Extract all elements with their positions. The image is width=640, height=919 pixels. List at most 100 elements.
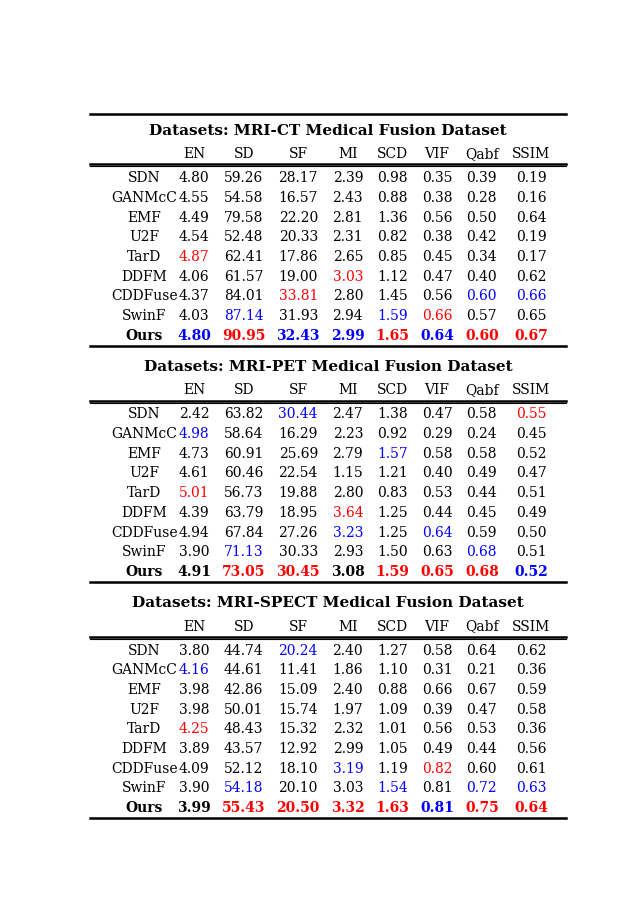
- Text: 4.91: 4.91: [177, 564, 211, 578]
- Text: 0.82: 0.82: [377, 230, 408, 244]
- Text: VIF: VIF: [424, 618, 450, 633]
- Text: 15.32: 15.32: [278, 721, 318, 735]
- Text: 0.56: 0.56: [422, 721, 452, 735]
- Text: 1.12: 1.12: [377, 269, 408, 283]
- Text: 0.65: 0.65: [420, 564, 454, 578]
- Text: 27.26: 27.26: [278, 525, 318, 539]
- Text: 0.88: 0.88: [377, 191, 408, 205]
- Text: 0.19: 0.19: [516, 230, 547, 244]
- Text: 0.58: 0.58: [422, 643, 452, 657]
- Text: SCD: SCD: [377, 147, 408, 161]
- Text: 1.27: 1.27: [377, 643, 408, 657]
- Text: Ours: Ours: [126, 800, 163, 814]
- Text: 2.99: 2.99: [333, 742, 363, 755]
- Text: 4.16: 4.16: [179, 663, 209, 676]
- Text: Datasets: MRI-SPECT Medical Fusion Dataset: Datasets: MRI-SPECT Medical Fusion Datas…: [132, 596, 524, 609]
- Text: DDFM: DDFM: [122, 505, 167, 519]
- Text: 0.59: 0.59: [467, 525, 497, 539]
- Text: CDDFuse: CDDFuse: [111, 289, 178, 303]
- Text: SSIM: SSIM: [512, 383, 550, 397]
- Text: 0.60: 0.60: [467, 289, 497, 303]
- Text: 0.67: 0.67: [515, 328, 548, 343]
- Text: 0.16: 0.16: [516, 191, 547, 205]
- Text: 67.84: 67.84: [224, 525, 264, 539]
- Text: 0.47: 0.47: [422, 407, 452, 421]
- Text: 0.88: 0.88: [377, 682, 408, 697]
- Text: 0.66: 0.66: [422, 309, 452, 323]
- Text: 30.44: 30.44: [278, 407, 318, 421]
- Text: 0.64: 0.64: [420, 328, 454, 343]
- Text: SDN: SDN: [128, 171, 161, 185]
- Text: 0.58: 0.58: [516, 702, 547, 716]
- Text: DDFM: DDFM: [122, 742, 167, 755]
- Text: VIF: VIF: [424, 147, 450, 161]
- Text: 1.10: 1.10: [377, 663, 408, 676]
- Text: 0.58: 0.58: [467, 407, 497, 421]
- Text: 0.82: 0.82: [422, 761, 452, 775]
- Text: 22.54: 22.54: [278, 466, 318, 480]
- Text: 4.03: 4.03: [179, 309, 209, 323]
- Text: 0.64: 0.64: [515, 800, 548, 814]
- Text: 20.10: 20.10: [278, 780, 318, 794]
- Text: 16.29: 16.29: [278, 426, 318, 440]
- Text: Ours: Ours: [126, 564, 163, 578]
- Text: 90.95: 90.95: [222, 328, 266, 343]
- Text: CDDFuse: CDDFuse: [111, 525, 178, 539]
- Text: 2.32: 2.32: [333, 721, 363, 735]
- Text: SDN: SDN: [128, 407, 161, 421]
- Text: 60.46: 60.46: [224, 466, 264, 480]
- Text: 0.61: 0.61: [516, 761, 547, 775]
- Text: 1.01: 1.01: [377, 721, 408, 735]
- Text: 52.12: 52.12: [224, 761, 264, 775]
- Text: SD: SD: [234, 383, 254, 397]
- Text: 1.54: 1.54: [377, 780, 408, 794]
- Text: 19.00: 19.00: [278, 269, 318, 283]
- Text: 0.31: 0.31: [422, 663, 452, 676]
- Text: 0.36: 0.36: [516, 721, 547, 735]
- Text: 0.38: 0.38: [422, 191, 452, 205]
- Text: 0.45: 0.45: [516, 426, 547, 440]
- Text: 3.90: 3.90: [179, 780, 209, 794]
- Text: Ours: Ours: [126, 328, 163, 343]
- Text: SwinF: SwinF: [122, 309, 167, 323]
- Text: 0.63: 0.63: [516, 780, 547, 794]
- Text: 62.41: 62.41: [224, 250, 264, 264]
- Text: 2.93: 2.93: [333, 545, 363, 559]
- Text: 1.15: 1.15: [332, 466, 364, 480]
- Text: 2.40: 2.40: [333, 643, 363, 657]
- Text: 3.32: 3.32: [331, 800, 365, 814]
- Text: EN: EN: [183, 618, 205, 633]
- Text: 1.50: 1.50: [377, 545, 408, 559]
- Text: 4.87: 4.87: [179, 250, 209, 264]
- Text: 56.73: 56.73: [224, 485, 264, 500]
- Text: 18.10: 18.10: [278, 761, 318, 775]
- Text: TarD: TarD: [127, 485, 162, 500]
- Text: 4.49: 4.49: [179, 210, 209, 224]
- Text: 1.97: 1.97: [332, 702, 364, 716]
- Text: SD: SD: [234, 618, 254, 633]
- Text: 71.13: 71.13: [224, 545, 264, 559]
- Text: 0.59: 0.59: [516, 682, 547, 697]
- Text: 22.20: 22.20: [278, 210, 318, 224]
- Text: MI: MI: [338, 383, 358, 397]
- Text: 5.01: 5.01: [179, 485, 209, 500]
- Text: 59.26: 59.26: [224, 171, 263, 185]
- Text: 3.98: 3.98: [179, 702, 209, 716]
- Text: 0.47: 0.47: [516, 466, 547, 480]
- Text: 0.68: 0.68: [467, 545, 497, 559]
- Text: 3.03: 3.03: [333, 780, 363, 794]
- Text: 4.94: 4.94: [179, 525, 209, 539]
- Text: TarD: TarD: [127, 721, 162, 735]
- Text: Datasets: MRI-CT Medical Fusion Dataset: Datasets: MRI-CT Medical Fusion Dataset: [149, 124, 507, 138]
- Text: GANMcC: GANMcC: [111, 191, 177, 205]
- Text: Qabf: Qabf: [465, 147, 499, 161]
- Text: 0.47: 0.47: [467, 702, 497, 716]
- Text: 4.80: 4.80: [179, 171, 209, 185]
- Text: 20.33: 20.33: [278, 230, 318, 244]
- Text: 73.05: 73.05: [222, 564, 266, 578]
- Text: 0.17: 0.17: [516, 250, 547, 264]
- Text: 0.57: 0.57: [467, 309, 497, 323]
- Text: 1.45: 1.45: [377, 289, 408, 303]
- Text: 0.35: 0.35: [422, 171, 452, 185]
- Text: 3.23: 3.23: [333, 525, 363, 539]
